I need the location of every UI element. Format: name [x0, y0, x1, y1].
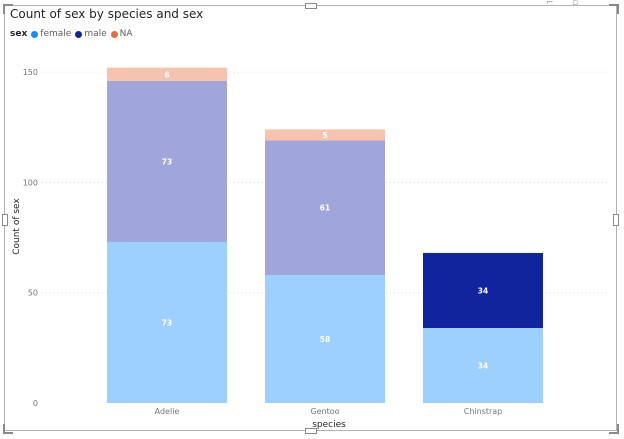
x-tick-label: Chinstrap [464, 407, 503, 416]
data-label: 34 [478, 286, 488, 295]
y-axis-title: Count of sex [12, 198, 22, 255]
legend-item-female[interactable]: female [31, 29, 71, 39]
resize-corner-top-right[interactable] [609, 4, 619, 14]
bar-segment-female-gentoo[interactable] [265, 275, 385, 403]
legend-dot-male-icon [75, 30, 83, 38]
data-label: 34 [478, 361, 488, 370]
legend-label-male: male [84, 29, 107, 39]
legend-item-male[interactable]: male [75, 29, 107, 39]
legend-title: sex [10, 29, 28, 39]
data-label: 73 [162, 157, 172, 166]
y-tick-label: 150 [23, 68, 38, 77]
legend-dot-na-icon [110, 30, 118, 38]
resize-handle-right[interactable] [613, 214, 619, 226]
data-label: 73 [162, 318, 172, 327]
legend-label-female: female [40, 29, 72, 39]
resize-handle-bottom[interactable] [305, 428, 317, 434]
data-label: 61 [320, 204, 330, 213]
bar-segment-male-adelie[interactable] [107, 80, 227, 242]
legend-item-na[interactable]: NA [110, 29, 133, 39]
resize-handle-top[interactable] [305, 3, 317, 9]
legend: sex female male NA [10, 29, 137, 39]
bar-segment-na-gentoo[interactable] [265, 129, 385, 141]
bar-segment-na-adelie[interactable] [107, 67, 227, 81]
x-tick-label: Adelie [155, 407, 180, 416]
resize-handle-left[interactable] [2, 214, 8, 226]
x-axis-title: species [312, 420, 346, 430]
filter-icon[interactable]: ⌐ [546, 0, 554, 8]
legend-dot-female-icon [31, 30, 39, 38]
bar-segment-female-chinstrap[interactable] [423, 327, 543, 403]
y-tick-label: 100 [23, 178, 38, 187]
data-label: 6 [164, 70, 169, 79]
chart-title: Count of sex by species and sex [10, 7, 204, 21]
data-label: 58 [320, 335, 330, 344]
bar-segment-male-gentoo[interactable] [265, 140, 385, 276]
y-tick-label: 0 [33, 399, 38, 408]
focus-mode-icon[interactable]: ▫ [572, 0, 579, 8]
bar-segment-male-chinstrap[interactable] [423, 252, 543, 328]
resize-corner-bottom-left[interactable] [3, 424, 13, 434]
resize-corner-bottom-right[interactable] [609, 424, 619, 434]
x-tick-label: Gentoo [310, 407, 339, 416]
resize-corner-top-left[interactable] [3, 4, 13, 14]
data-label: 5 [322, 131, 327, 140]
bar-segment-female-adelie[interactable] [107, 241, 227, 403]
legend-label-na: NA [119, 29, 133, 39]
y-tick-label: 50 [28, 289, 38, 298]
